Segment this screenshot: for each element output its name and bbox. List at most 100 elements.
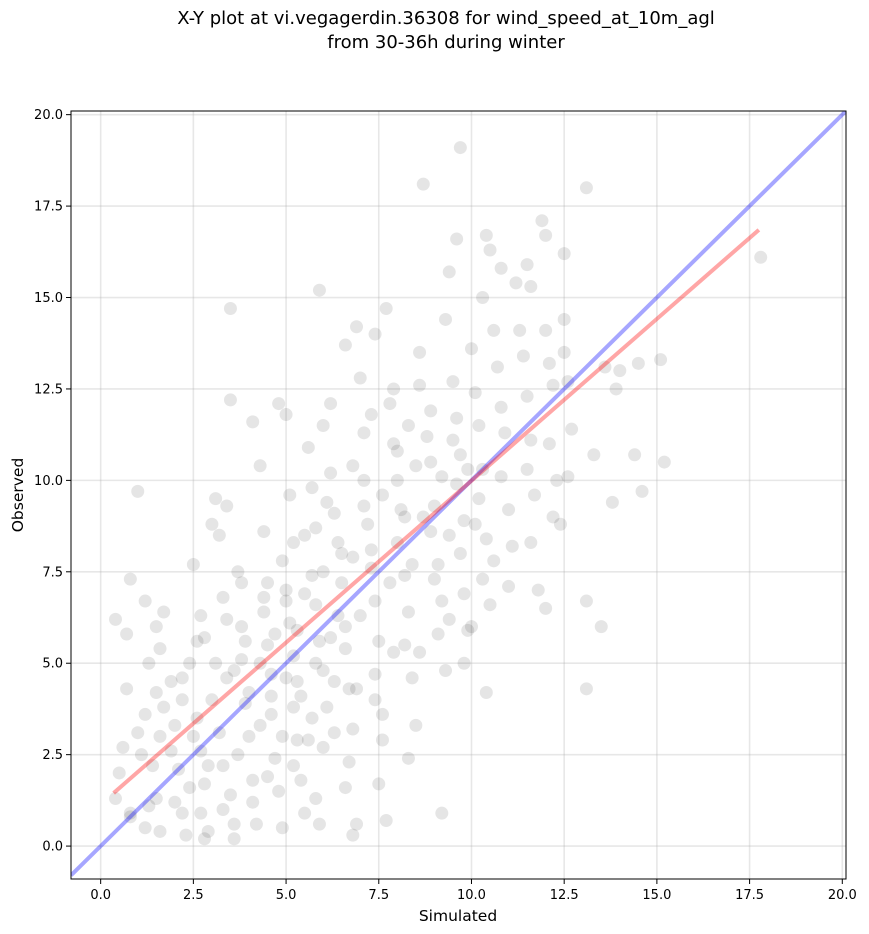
data-point (316, 419, 330, 433)
data-point (424, 404, 438, 418)
data-point (179, 828, 193, 842)
data-point (305, 481, 319, 495)
data-point (264, 707, 278, 721)
data-point (146, 759, 160, 773)
data-point (316, 664, 330, 678)
data-point (305, 568, 319, 582)
data-point (476, 572, 490, 586)
data-point (524, 433, 538, 447)
data-point (253, 656, 267, 670)
data-point (631, 356, 645, 370)
data-point (261, 638, 275, 652)
data-point (413, 645, 427, 659)
data-point (565, 422, 579, 436)
data-point (209, 656, 223, 670)
data-point (431, 557, 445, 571)
data-point (168, 795, 182, 809)
data-point (197, 777, 211, 791)
data-point (238, 634, 252, 648)
data-point (138, 707, 152, 721)
data-point (453, 547, 467, 561)
data-point (409, 459, 423, 473)
data-point (194, 806, 208, 820)
data-point (579, 594, 593, 608)
data-point (209, 492, 223, 506)
data-point (424, 455, 438, 469)
data-point (387, 645, 401, 659)
data-point (279, 594, 293, 608)
data-point (524, 280, 538, 294)
grid (71, 111, 846, 879)
data-point (561, 375, 575, 389)
data-point (539, 228, 553, 242)
data-point (205, 693, 219, 707)
data-point (123, 572, 137, 586)
data-point (494, 400, 508, 414)
data-point (298, 528, 312, 542)
data-point (375, 733, 389, 747)
data-point (227, 664, 241, 678)
data-point (235, 576, 249, 590)
data-point (286, 759, 300, 773)
data-point (175, 693, 189, 707)
data-point (546, 378, 560, 392)
data-point (186, 729, 200, 743)
data-point (142, 656, 156, 670)
data-point (357, 473, 371, 487)
data-point (513, 323, 527, 337)
data-point (279, 583, 293, 597)
data-point (342, 682, 356, 696)
data-point (450, 232, 464, 246)
plot-frame (70, 110, 847, 880)
data-point (390, 536, 404, 550)
data-point (279, 408, 293, 422)
data-point (383, 397, 397, 411)
y-tick-label: 7.5 (42, 565, 63, 580)
data-point (238, 696, 252, 710)
data-point (446, 433, 460, 447)
data-point (320, 495, 334, 509)
data-point (487, 554, 501, 568)
data-point (379, 813, 393, 827)
data-point (453, 141, 467, 155)
x-tick-label: 12.5 (550, 888, 579, 903)
data-point (502, 503, 516, 517)
data-point (164, 744, 178, 758)
data-point (483, 598, 497, 612)
data-point (149, 685, 163, 699)
data-point (175, 806, 189, 820)
x-tick-label: 0.0 (90, 888, 111, 903)
data-point (520, 389, 534, 403)
data-point (142, 799, 156, 813)
data-point (353, 371, 367, 385)
data-point (275, 821, 289, 835)
data-point (401, 751, 415, 765)
data-point (153, 729, 167, 743)
data-point (364, 408, 378, 422)
data-point (416, 510, 430, 524)
data-point (331, 609, 345, 623)
x-tick-label: 5.0 (276, 888, 297, 903)
data-point (183, 781, 197, 795)
data-point (286, 649, 300, 663)
data-point (346, 722, 360, 736)
data-point (368, 594, 382, 608)
data-point (316, 740, 330, 754)
data-point (579, 682, 593, 696)
data-point (246, 795, 260, 809)
y-tick-label: 17.5 (34, 200, 63, 215)
data-point (435, 594, 449, 608)
data-point (398, 568, 412, 582)
y-tick-label: 2.5 (42, 748, 63, 763)
data-point (275, 554, 289, 568)
data-point (301, 440, 315, 454)
data-point (253, 459, 267, 473)
data-point (116, 740, 130, 754)
data-point (346, 828, 360, 842)
data-point (194, 609, 208, 623)
data-point (309, 598, 323, 612)
data-point (457, 587, 471, 601)
x-tick-label: 15.0 (642, 888, 671, 903)
data-point (279, 671, 293, 685)
data-point (242, 685, 256, 699)
